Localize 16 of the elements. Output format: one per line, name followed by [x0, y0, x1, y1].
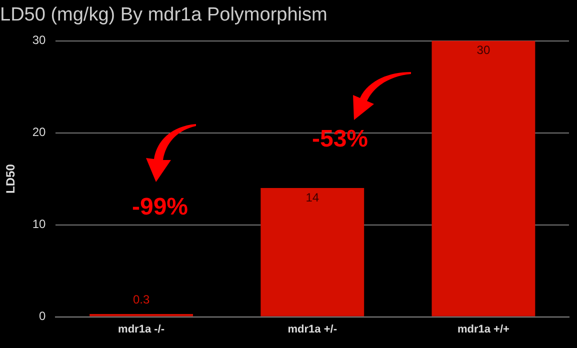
- data-label: 0.3: [132, 292, 150, 306]
- chart-title: LD50 (mg/kg) By mdr1a Polymorphism: [0, 4, 328, 26]
- annotation: -99%: [132, 194, 188, 221]
- x-tick-label: mdr1a +/-: [288, 323, 338, 336]
- bar: [260, 188, 364, 316]
- annotation: -53%: [312, 126, 368, 153]
- y-tick-label: 20: [32, 125, 46, 140]
- y-tick-label: 0: [39, 309, 46, 324]
- y-tick-label: 10: [32, 217, 46, 232]
- x-tick-label: mdr1a +/+: [457, 323, 510, 336]
- data-label: 30: [476, 43, 490, 58]
- data-label: 14: [306, 190, 320, 204]
- bar: [432, 40, 536, 316]
- y-tick-label: 30: [32, 33, 46, 48]
- y-axis-title: LD50: [4, 164, 18, 194]
- x-tick-label: mdr1a -/-: [118, 323, 165, 336]
